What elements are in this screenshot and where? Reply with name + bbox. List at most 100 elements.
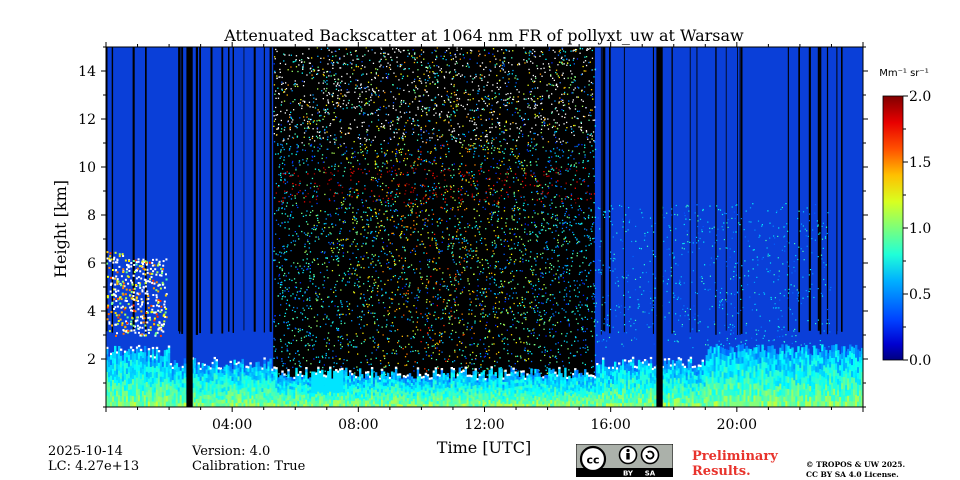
noise-pixel	[556, 73, 558, 75]
noise-pixel	[571, 207, 573, 209]
noise-pixel	[527, 103, 529, 105]
noise-pixel	[340, 300, 342, 302]
noise-pixel	[556, 185, 558, 187]
noise-pixel	[284, 63, 287, 65]
noise-pixel	[420, 137, 423, 139]
noise-pixel	[426, 287, 429, 290]
noise-pixel	[443, 207, 446, 210]
noise-pixel	[573, 280, 575, 282]
noise-pixel	[419, 272, 421, 274]
noise-pixel	[437, 297, 439, 299]
noise-pixel	[361, 245, 363, 247]
noise-pixel	[584, 144, 586, 146]
noise-pixel	[298, 184, 300, 186]
noise-pixel	[471, 358, 473, 361]
noise-pixel	[351, 107, 353, 109]
noise-pixel	[327, 337, 329, 339]
noise-pixel	[337, 104, 340, 106]
noise-pixel	[562, 205, 564, 207]
noise-pixel	[281, 284, 283, 286]
noise-pixel	[335, 139, 337, 141]
noise-pixel	[523, 245, 526, 247]
noise-pixel	[323, 276, 325, 278]
noise-pixel	[461, 74, 463, 76]
noise-pixel	[521, 135, 524, 138]
noise-pixel	[562, 243, 564, 246]
noise-pixel	[482, 316, 484, 318]
noise-pixel	[574, 216, 576, 218]
noise-pixel	[559, 170, 561, 172]
noise-pixel	[319, 120, 321, 122]
noise-pixel	[432, 329, 434, 331]
noise-pixel	[540, 372, 542, 374]
noise-pixel	[289, 116, 291, 118]
noise-pixel	[469, 254, 471, 256]
noise-pixel	[555, 230, 557, 232]
noise-pixel	[305, 195, 307, 198]
noise-pixel	[484, 136, 486, 138]
noise-pixel	[590, 94, 592, 96]
noise-pixel	[431, 239, 433, 241]
noise-pixel	[313, 274, 315, 276]
noise-pixel	[588, 264, 590, 266]
noise-pixel	[368, 266, 370, 268]
noise-pixel	[426, 275, 428, 277]
noise-pixel	[294, 240, 297, 242]
noise-pixel	[536, 337, 538, 339]
noise-pixel	[540, 99, 542, 101]
noise-pixel	[570, 257, 572, 259]
noise-pixel	[322, 301, 324, 303]
noise-pixel	[543, 219, 545, 221]
noise-pixel	[525, 318, 527, 321]
noise-pixel	[276, 75, 278, 77]
noise-pixel	[402, 49, 405, 52]
noise-pixel	[306, 299, 308, 301]
noise-pixel	[333, 74, 335, 76]
noise-pixel	[352, 222, 354, 224]
noise-pixel	[430, 326, 433, 328]
noise-pixel	[341, 192, 343, 194]
noise-pixel	[290, 193, 292, 196]
noise-pixel	[413, 172, 415, 174]
noise-pixel	[478, 203, 480, 206]
noise-pixel	[533, 185, 536, 187]
noise-pixel	[529, 145, 532, 147]
noise-pixel	[566, 341, 568, 343]
noise-pixel	[303, 162, 305, 164]
noise-pixel	[500, 323, 502, 325]
noise-pixel	[305, 221, 308, 223]
noise-pixel	[284, 197, 286, 199]
noise-pixel	[552, 125, 554, 127]
noise-pixel	[569, 290, 571, 292]
noise-pixel	[413, 305, 415, 307]
noise-pixel	[554, 152, 556, 154]
noise-pixel	[465, 207, 468, 210]
noise-pixel	[384, 99, 387, 101]
noise-pixel	[550, 75, 552, 77]
noise-pixel	[590, 193, 592, 195]
noise-pixel	[394, 169, 396, 171]
noise-pixel	[386, 263, 388, 265]
noise-pixel	[293, 84, 295, 86]
noise-pixel	[533, 269, 535, 271]
noise-pixel	[399, 161, 401, 163]
noise-pixel	[465, 362, 468, 364]
noise-pixel	[530, 164, 532, 166]
noise-pixel	[472, 89, 474, 91]
noise-pixel	[322, 126, 324, 128]
noise-pixel	[435, 283, 437, 285]
noise-pixel	[285, 251, 288, 253]
noise-pixel	[446, 64, 448, 66]
noise-pixel	[584, 156, 586, 158]
noise-pixel	[417, 76, 419, 78]
noise-pixel	[411, 292, 413, 294]
noise-pixel	[380, 280, 382, 282]
noise-pixel	[570, 50, 572, 52]
noise-pixel	[474, 322, 476, 324]
noise-pixel	[492, 114, 494, 116]
noise-pixel	[364, 148, 366, 150]
noise-pixel	[480, 237, 483, 239]
noise-pixel	[571, 128, 573, 130]
noise-pixel	[429, 137, 431, 139]
noise-pixel	[284, 89, 286, 91]
